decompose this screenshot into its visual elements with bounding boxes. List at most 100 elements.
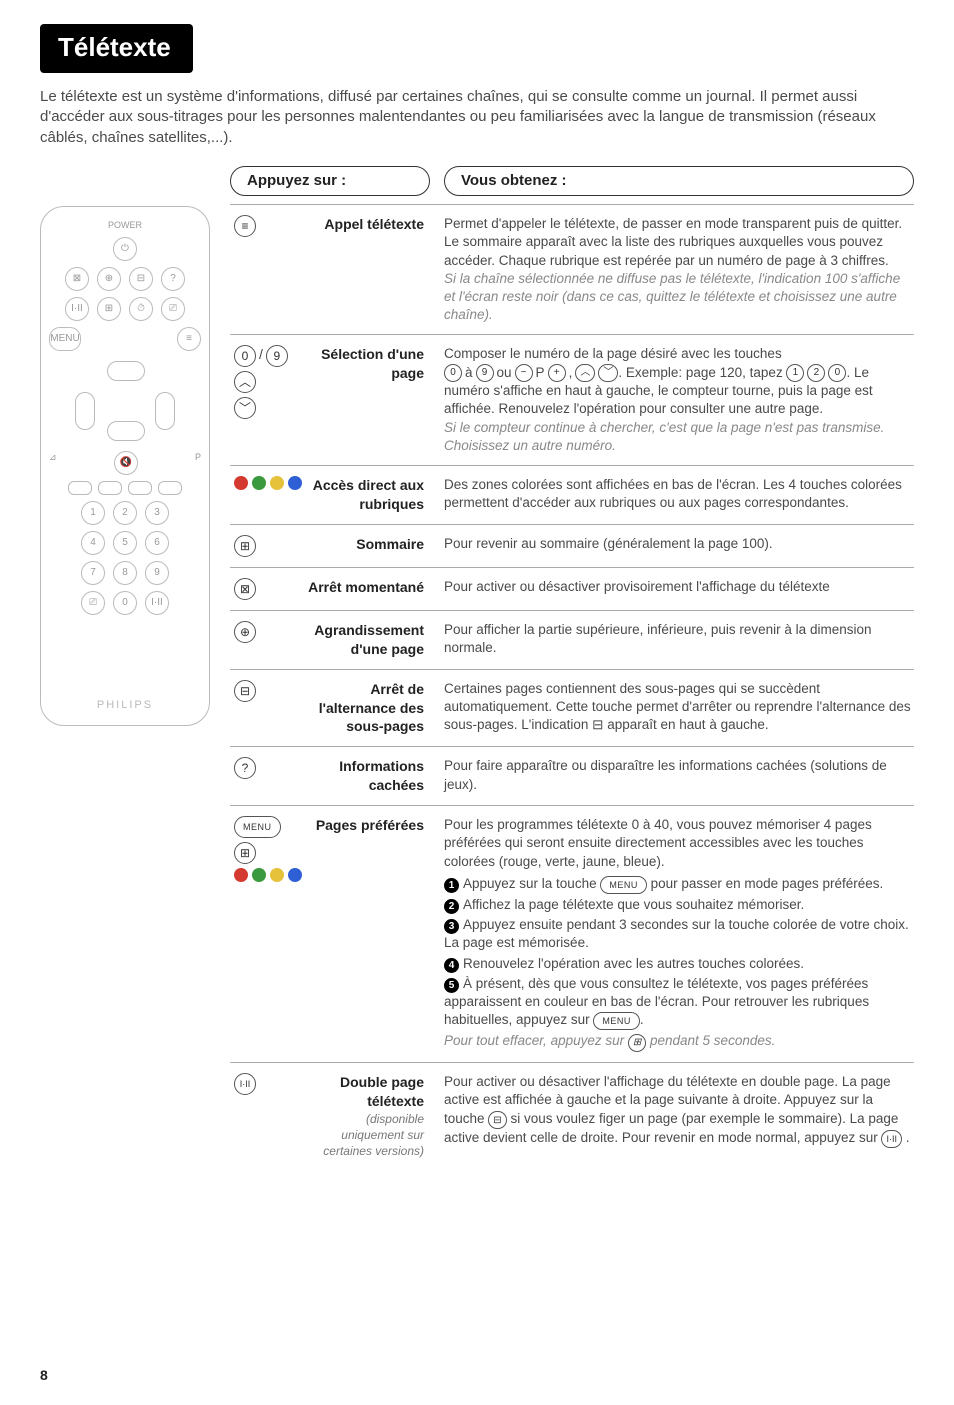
digit-icon: 0 [444, 364, 462, 382]
remote-digit-icon: 3 [145, 501, 169, 525]
table-row: MENU Pages préférées Pour les programmes… [230, 805, 914, 1062]
cancel-icon [234, 578, 256, 600]
intro-paragraph: Le télétexte est un système d'informatio… [40, 87, 910, 148]
hold-icon [488, 1111, 506, 1129]
row-body: Pour activer ou désactiver provisoiremen… [444, 578, 914, 600]
list-item: 1Appuyez sur la touche MENU pour passer … [444, 875, 914, 894]
page: Télétexte Le télétexte est un système d'… [0, 0, 954, 1405]
row-label: Arrêt momentané [304, 578, 430, 597]
table-row: Informations cachées Pour faire apparaît… [230, 746, 914, 805]
content-row: POWER ⏻ ⊠ ⊕ ⊟ ? I·II ⊞ ⏱ ⎚ MENU ≡ [40, 166, 914, 1170]
remote-btn-icon: ⎚ [81, 591, 105, 615]
row-body: Pour activer ou désactiver l'affichage d… [444, 1073, 914, 1159]
step-text: pour passer en mode pages préférées. [647, 876, 883, 891]
remote-digit-icon: 1 [81, 501, 105, 525]
digit-icon: 9 [476, 364, 494, 382]
steps-list: 1Appuyez sur la touche MENU pour passer … [444, 875, 914, 1031]
remote-blue-icon [158, 481, 182, 495]
color-buttons-icon [234, 476, 302, 490]
remote-teletext-btn-icon: ≡ [177, 327, 201, 351]
row-label: Accès direct aux rubriques [312, 476, 430, 514]
zoom-icon [234, 621, 256, 643]
remote-digit-icon: 5 [113, 531, 137, 555]
step-number-icon: 3 [444, 919, 459, 934]
row-label: Arrêt de l'alternance des sous-pages [304, 680, 430, 737]
row-text: Composer le numéro de la page désiré ave… [444, 346, 782, 361]
row-label: Informations cachées [304, 757, 430, 795]
remote-left-icon [75, 392, 95, 430]
hold-icon [234, 680, 256, 702]
row-body: Pour faire apparaître ou disparaître les… [444, 757, 914, 795]
page-number: 8 [40, 1366, 48, 1385]
remote-brand: PHILIPS [97, 698, 153, 713]
remote-menu-btn-icon: MENU [49, 327, 81, 351]
row-label: Agrandissement d'une page [304, 621, 430, 659]
index-icon [234, 535, 256, 557]
remote-column: POWER ⏻ ⊠ ⊕ ⊟ ? I·II ⊞ ⏱ ⎚ MENU ≡ [40, 166, 230, 726]
step-number-icon: 1 [444, 878, 459, 893]
green-dot-icon [252, 868, 266, 882]
blue-dot-icon [288, 476, 302, 490]
remote-digit-icon: 9 [145, 561, 169, 585]
row-note: Si le compteur continue à chercher, c'es… [444, 420, 884, 453]
row-body: Pour revenir au sommaire (généralement l… [444, 535, 914, 557]
remote-vol-label: ⊿ [49, 451, 57, 475]
step-text: Appuyez ensuite pendant 3 secondes sur l… [444, 917, 909, 950]
row-body: Pour afficher la partie supérieure, infé… [444, 621, 914, 659]
table-row: Double page télétexte (disponible unique… [230, 1062, 914, 1169]
page-title: Télétexte [40, 24, 193, 73]
list-item: 3Appuyez ensuite pendant 3 secondes sur … [444, 916, 914, 952]
remote-digit-icon: 2 [113, 501, 137, 525]
list-item: 5À présent, dès que vous consultez le té… [444, 975, 914, 1031]
row-label: Pages préférées [312, 816, 430, 835]
remote-btn-icon: I·II [65, 297, 89, 321]
row-body: Permet d'appeler le télétexte, de passer… [444, 215, 914, 324]
table-row: 0/9 ︿ ﹀ Sélection d'une page Composer le… [230, 334, 914, 465]
row-label-sub: (disponible uniquement sur certaines ver… [304, 1111, 424, 1160]
green-dot-icon [252, 476, 266, 490]
table-row: Accès direct aux rubriques Des zones col… [230, 465, 914, 524]
remote-color-bar [68, 481, 182, 495]
up-icon: ︿ [234, 371, 256, 393]
row-body: Certaines pages contiennent des sous-pag… [444, 680, 914, 737]
row-text: si vous voulez figer un page (par exempl… [444, 1111, 898, 1146]
remote-digit-icon: 7 [81, 561, 105, 585]
table-header: Appuyez sur : Vous obtenez : [230, 166, 914, 196]
remote-prog-label: P [195, 451, 201, 475]
table-row: Sommaire Pour revenir au sommaire (génér… [230, 524, 914, 567]
row-note: Si la chaîne sélectionnée ne diffuse pas… [444, 271, 900, 322]
step-number-icon: 2 [444, 899, 459, 914]
step-number-icon: 4 [444, 958, 459, 973]
step-text: Renouvelez l'opération avec les autres t… [463, 956, 804, 971]
step-text: . [640, 1012, 644, 1027]
row-text: . Exemple: page 120, tapez [618, 365, 786, 380]
remote-red-icon [68, 481, 92, 495]
plus-icon: + [548, 364, 566, 382]
remote-power-icon: ⏻ [113, 237, 137, 261]
remote-power-label: POWER [108, 219, 142, 231]
teletext-icon [234, 215, 256, 237]
remote-nav-pad [75, 361, 175, 441]
row-body: Des zones colorées sont affichées en bas… [444, 476, 914, 514]
remote-btn-icon: ? [161, 267, 185, 291]
remote-digit-icon: 4 [81, 531, 105, 555]
list-item: 2Affichez la page télétexte que vous sou… [444, 896, 914, 914]
step-text: Appuyez sur la touche [463, 876, 600, 891]
header-press: Appuyez sur : [230, 166, 430, 196]
digit-icon: 0 [828, 364, 846, 382]
remote-digit-icon: 6 [145, 531, 169, 555]
row-body: Composer le numéro de la page désiré ave… [444, 345, 914, 455]
row-text: Permet d'appeler le télétexte, de passer… [444, 216, 902, 267]
remote-digit-icon: 0 [113, 591, 137, 615]
remote-btn-icon: ⏱ [129, 297, 153, 321]
blue-dot-icon [288, 868, 302, 882]
row-label: Sélection d'une page [304, 345, 430, 383]
remote-up-icon [107, 361, 145, 381]
step-number-icon: 5 [444, 978, 459, 993]
dual-page-icon [881, 1130, 902, 1148]
digit-icon: 0 [234, 345, 256, 367]
remote-illustration: POWER ⏻ ⊠ ⊕ ⊟ ? I·II ⊞ ⏱ ⎚ MENU ≡ [40, 206, 210, 726]
menu-icon: MENU [234, 816, 281, 838]
minus-icon: − [515, 364, 533, 382]
index-icon [234, 842, 256, 864]
